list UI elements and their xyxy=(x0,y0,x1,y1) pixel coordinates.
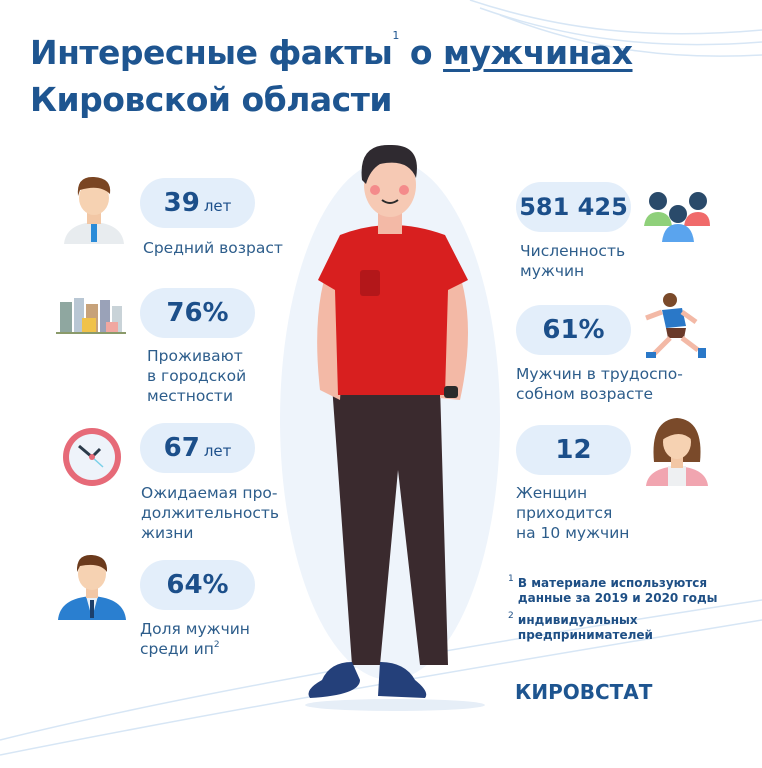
label-line: Средний возраст xyxy=(143,239,283,257)
fact-pill: 581 425 xyxy=(516,182,631,232)
footnote-2: 2 индивидуальных предпринимателей xyxy=(508,611,653,643)
fact-value: 64% xyxy=(166,570,229,600)
footnote-mark: 2 xyxy=(508,611,514,621)
footnote-mark: 1 xyxy=(392,29,399,42)
label-line: Ожидаемая про- xyxy=(141,484,278,502)
fact-label: Проживают в городской местности xyxy=(147,346,246,406)
title-underlined: мужчинах xyxy=(443,33,633,72)
woman-icon xyxy=(646,418,708,486)
label-line: Женщин xyxy=(516,484,588,502)
footnote-line: предпринимателей xyxy=(517,628,653,642)
fact-label: Численность мужчин xyxy=(520,241,625,281)
footnote-mark: 2 xyxy=(213,640,220,650)
group-of-men-icon xyxy=(644,192,710,242)
footnote-line: данные за 2019 и 2020 годы xyxy=(517,591,718,605)
clock-icon xyxy=(63,428,121,486)
fact-pill: 12 xyxy=(516,425,631,475)
fact-value: 61% xyxy=(542,315,605,345)
label-line: Проживают xyxy=(147,347,243,365)
fact-value: 12 xyxy=(555,435,592,465)
label-line: должительность xyxy=(141,504,280,522)
city-icon xyxy=(56,298,126,334)
fact-value: 581 425 xyxy=(519,193,628,221)
label-line: местности xyxy=(147,387,234,405)
label-line: Мужчин в трудоспо- xyxy=(516,365,683,383)
label-line: в городской xyxy=(147,367,247,385)
fact-value: 76% xyxy=(166,298,229,328)
title-text: о xyxy=(398,33,444,72)
fact-label: Ожидаемая про-должительность жизни xyxy=(141,483,279,543)
footnote-1: 1 В материале используются данные за 2019… xyxy=(508,574,718,606)
label-line: мужчин xyxy=(520,262,585,280)
page-title-line1: Интересные факты1 о мужчинах xyxy=(30,29,633,72)
fact-label: Женщин приходится на 10 мужчин xyxy=(516,483,629,543)
label-line: собном возрасте xyxy=(516,385,654,403)
footnote-line: индивидуальных xyxy=(517,613,638,627)
fact-label: Средний возраст xyxy=(143,238,283,258)
label-line: жизни xyxy=(141,524,194,542)
footnote-mark: 1 xyxy=(508,574,514,584)
man-illustration xyxy=(305,144,485,711)
brand-logo: КИРОВСТАТ xyxy=(515,680,653,704)
fact-pill: 64% xyxy=(140,560,255,610)
fact-value: 67 xyxy=(163,433,200,463)
label-line: Доля мужчин xyxy=(140,620,250,638)
title-text: Интересные факты xyxy=(30,33,393,72)
page-title-line2: Кировской области xyxy=(30,80,392,119)
label-line: на 10 мужчин xyxy=(516,524,630,542)
label-line: Численность xyxy=(520,242,626,260)
fact-unit: лет xyxy=(203,197,232,215)
fact-pill: 39 лет xyxy=(140,178,255,228)
fact-pill: 67 лет xyxy=(140,423,255,473)
businessman-icon xyxy=(58,554,126,620)
fact-pill: 61% xyxy=(516,305,631,355)
fact-unit: лет xyxy=(203,442,232,460)
runner-icon xyxy=(645,293,706,358)
label-line: среди ип xyxy=(140,640,214,658)
fact-label: Мужчин в трудоспо-собном возрасте xyxy=(516,364,683,404)
footnote-line: В материале используются xyxy=(517,576,708,590)
fact-label: Доля мужчин среди ип2 xyxy=(140,619,250,659)
fact-value: 39 xyxy=(163,188,200,218)
fact-pill: 76% xyxy=(140,288,255,338)
man-office-icon xyxy=(64,176,124,244)
label-line: приходится xyxy=(516,504,613,522)
